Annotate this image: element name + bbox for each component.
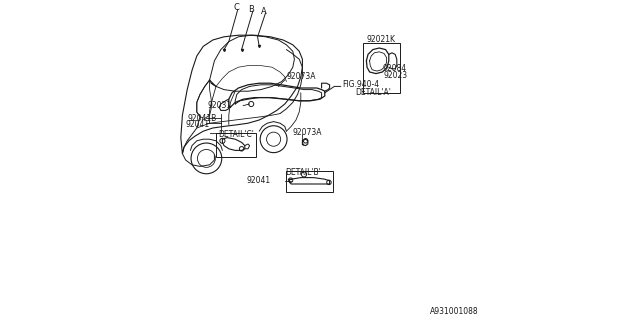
Text: 92073A: 92073A: [287, 72, 316, 81]
Text: B: B: [248, 5, 254, 14]
Text: DETAIL'B': DETAIL'B': [285, 168, 321, 177]
Text: 92073A: 92073A: [292, 128, 323, 137]
Text: 92023: 92023: [384, 71, 408, 80]
Text: DETAIL'C': DETAIL'C': [218, 130, 254, 139]
Bar: [364, 43, 400, 93]
Text: DETAIL'A': DETAIL'A': [356, 88, 392, 97]
Bar: [287, 171, 333, 192]
Text: A931001088: A931001088: [430, 307, 479, 316]
Text: A: A: [261, 7, 267, 16]
Text: 92084: 92084: [383, 64, 406, 73]
Text: 92041B: 92041B: [187, 114, 216, 123]
Text: 92041: 92041: [246, 176, 270, 185]
Text: 92031: 92031: [208, 101, 232, 110]
Text: FIG.940-4: FIG.940-4: [342, 80, 379, 89]
Text: C: C: [233, 4, 239, 12]
Text: 92041: 92041: [186, 120, 210, 129]
Text: 92021K: 92021K: [366, 36, 396, 44]
Bar: [216, 133, 256, 157]
